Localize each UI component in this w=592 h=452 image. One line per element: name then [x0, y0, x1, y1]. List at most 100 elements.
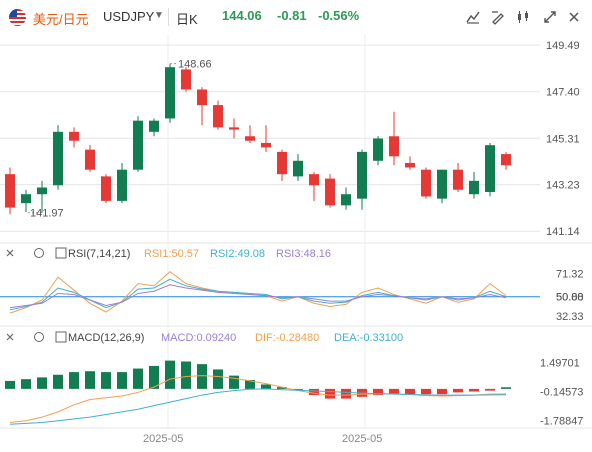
y-axis-labels: 149.49 147.40 145.31 143.23 141.14 71.32 50.00… — [540, 40, 584, 427]
candle-body — [133, 120, 143, 170]
rsi-tick-label: 71.32 — [556, 268, 584, 280]
macd-histogram-bar — [469, 388, 479, 392]
rsi3-line — [9, 284, 507, 309]
macd-histogram-bar — [453, 388, 463, 393]
macd-value-label: MACD:0.09240 — [161, 332, 236, 344]
macd-histogram-bar — [21, 379, 31, 389]
rsi-legend: RSI(7,14,21) RSI1:50.57 RSI2:49.08 RSI3:… — [6, 247, 331, 260]
macd-histogram-bar — [277, 387, 287, 389]
candle-body — [453, 169, 463, 190]
rsi-tick-label: 32.33 — [556, 311, 584, 323]
macd-histogram-bar — [485, 388, 495, 391]
candle-body — [69, 131, 79, 141]
dif-line — [9, 375, 507, 423]
candle-body — [149, 120, 159, 132]
macd-histogram-bar — [213, 369, 223, 389]
macd-tick-label: -0.14573 — [540, 386, 583, 398]
candle-body — [21, 194, 31, 204]
y-tick-label: 149.49 — [546, 40, 580, 52]
rsi-settings-icon — [34, 248, 44, 258]
macd-histogram-bar — [437, 388, 447, 395]
macd-histogram-bar — [37, 377, 47, 389]
rsi-label: RSI(7,14,21) — [68, 248, 130, 260]
price-change: -0.81 — [277, 8, 307, 23]
x-tick-label: 2025-05 — [342, 433, 382, 445]
draw-icon[interactable] — [489, 9, 507, 27]
close-icon[interactable] — [565, 9, 583, 27]
macd-histogram-bar — [261, 384, 271, 389]
candle-body — [53, 131, 63, 186]
candle-body — [421, 169, 431, 197]
macd-histogram-bar — [117, 372, 127, 389]
candle-body — [213, 105, 223, 128]
y-tick-label: 141.14 — [546, 226, 580, 238]
y-tick-label: 147.40 — [546, 87, 580, 99]
macd-histogram-bar — [501, 387, 511, 389]
indicator-icon[interactable] — [464, 9, 482, 27]
candle-body — [245, 136, 255, 141]
y-tick-label: 143.23 — [546, 180, 580, 192]
macd-histogram-bar — [5, 380, 15, 389]
chart-canvas[interactable]: 149.49 147.40 145.31 143.23 141.14 71.32 50.00… — [0, 34, 592, 452]
symbol-dropdown-icon[interactable]: ▼ — [154, 10, 164, 21]
pair-name-cn: 美元/日元 — [33, 12, 89, 27]
macd-histogram-bar — [309, 388, 319, 396]
candle-body — [181, 69, 191, 90]
macd-histogram-bar — [341, 388, 351, 399]
macd-histogram-bar — [181, 361, 191, 389]
y-tick-label: 145.31 — [546, 133, 580, 145]
candle-body — [373, 138, 383, 161]
rsi2-label: RSI2:49.08 — [210, 248, 265, 260]
candle-body — [229, 127, 239, 130]
dif-label: DIF:-0.28480 — [255, 332, 319, 344]
macd-histogram-bar — [85, 371, 95, 389]
candle-body — [261, 142, 271, 148]
candle-body — [325, 178, 335, 206]
rsi-tick-label: 50.00 — [556, 292, 584, 304]
macd-histogram-bar — [229, 375, 239, 389]
fullscreen-icon[interactable] — [541, 9, 559, 27]
macd-label: MACD(12,26,9) — [68, 332, 144, 344]
candle-body — [5, 174, 15, 208]
rsi-series — [0, 270, 540, 314]
macd-histogram-bar — [133, 368, 143, 389]
macd-histogram-bar — [325, 388, 335, 399]
candle-body — [485, 145, 495, 192]
hide-rsi-icon — [6, 249, 14, 257]
candle-body — [293, 160, 303, 177]
macd-histogram-bar — [389, 388, 399, 395]
macd-tick-label: -1.78847 — [540, 415, 583, 427]
pair-symbol[interactable]: USDJPY — [103, 9, 155, 24]
low-annotation: 141.97 — [30, 208, 64, 220]
candles-series — [5, 63, 511, 215]
macd-legend: MACD(12,26,9) MACD:0.09240 DIF:-0.28480 … — [6, 331, 403, 344]
macd-histogram-bar — [69, 372, 79, 389]
candle-body — [341, 194, 351, 206]
candle-body — [501, 154, 511, 166]
hide-macd-icon — [6, 333, 14, 341]
candle-body — [277, 151, 287, 175]
macd-histogram-bar — [421, 388, 431, 395]
candle-body — [165, 67, 175, 119]
dea-line — [9, 388, 507, 425]
grid — [0, 34, 540, 428]
macd-checkbox-icon — [55, 331, 67, 343]
candle-body — [405, 163, 415, 168]
period-selector[interactable]: 日K — [176, 12, 198, 27]
macd-histogram-bar — [373, 388, 383, 396]
macd-histogram-bar — [149, 365, 159, 389]
candle-body — [437, 169, 447, 199]
chart-header: 美元/日元 USDJPY ▼ 日K 144.06 -0.81 -0.56% — [0, 0, 592, 34]
macd-tick-label: 1.49701 — [540, 357, 580, 369]
high-annotation: 148.66 — [178, 59, 212, 71]
rsi1-label: RSI1:50.57 — [144, 248, 199, 260]
chart-type-icon[interactable] — [514, 9, 532, 27]
rsi-ref-label: 50.88 — [556, 292, 584, 304]
us-flag-icon — [9, 9, 26, 26]
header-divider — [168, 8, 169, 26]
candle-body — [469, 180, 479, 195]
last-price: 144.06 — [222, 8, 262, 23]
macd-settings-icon — [34, 332, 44, 342]
candle-body — [85, 149, 95, 170]
macd-histogram-bar — [101, 372, 111, 389]
